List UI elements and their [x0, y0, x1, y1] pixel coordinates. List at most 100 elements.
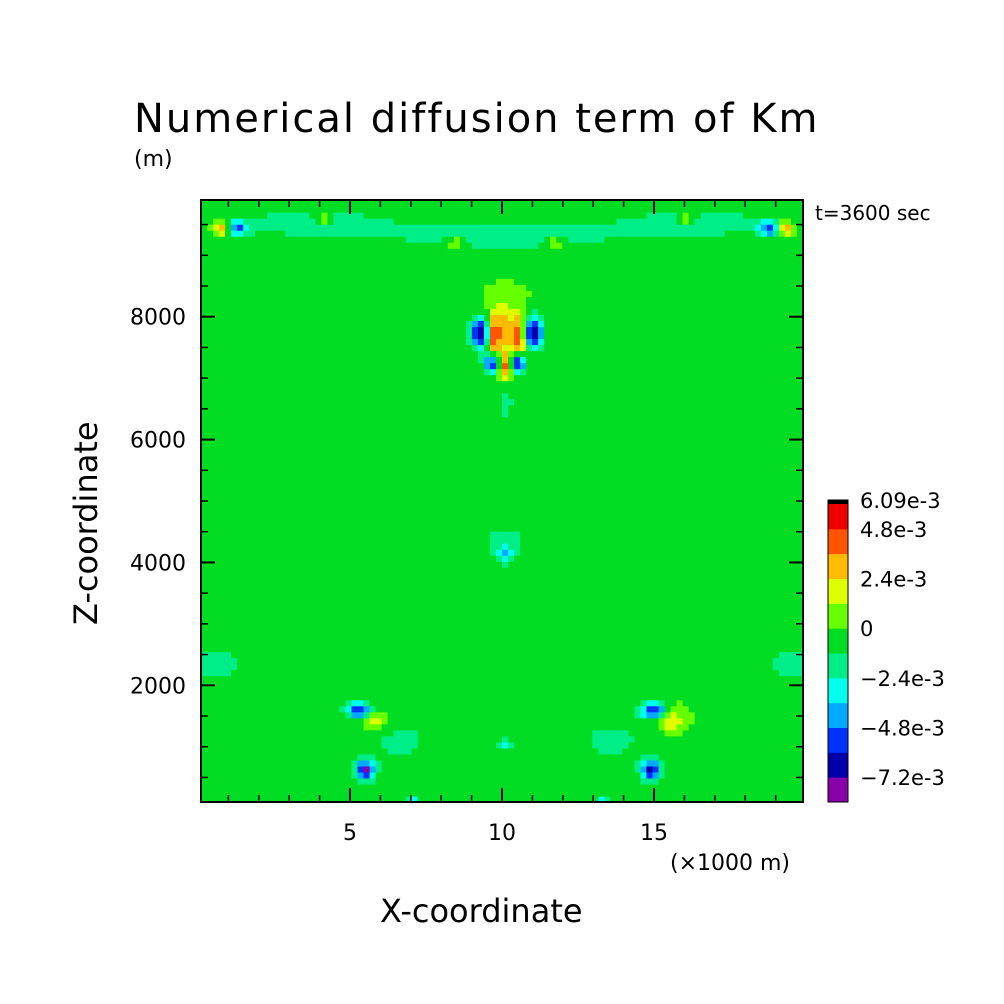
heatmap-cell [273, 735, 280, 743]
heatmap-cell [489, 795, 497, 803]
heatmap-cell [219, 753, 226, 761]
heatmap-cell [706, 501, 714, 508]
heatmap-cell [261, 651, 268, 659]
heatmap-cell [796, 771, 804, 779]
heatmap-cell [459, 765, 467, 773]
heatmap-cell [447, 789, 455, 797]
heatmap-cell [291, 549, 298, 556]
heatmap-cell [754, 663, 762, 671]
heatmap-cell [417, 513, 425, 520]
heatmap-cell [321, 789, 329, 797]
heatmap-cell [598, 519, 605, 526]
heatmap-cell [616, 741, 623, 749]
heatmap-cell [435, 663, 443, 671]
heatmap-cell [459, 579, 467, 586]
heatmap-cell [532, 615, 539, 622]
heatmap-cell [748, 681, 756, 689]
heatmap-cell [423, 777, 431, 785]
heatmap-cell [351, 717, 359, 725]
heatmap-cell [712, 597, 720, 604]
heatmap-cell [568, 543, 575, 550]
heatmap-cell [327, 723, 335, 731]
heatmap-cell [592, 717, 599, 725]
heatmap-cell [453, 687, 461, 695]
heatmap-cell [495, 663, 503, 671]
time-label: t=3600 sec [815, 201, 931, 225]
heatmap-cell [321, 705, 329, 713]
heatmap-cell [550, 789, 557, 797]
heatmap-cell [459, 723, 467, 731]
heatmap-cell [664, 711, 672, 719]
heatmap-cell [255, 627, 262, 635]
heatmap-cell [514, 513, 521, 520]
heatmap-cell [297, 711, 304, 719]
heatmap-cell [357, 579, 365, 586]
heatmap-cell [483, 645, 491, 653]
heatmap-cell [592, 645, 599, 653]
heatmap-cell [477, 717, 485, 725]
heatmap-cell [495, 711, 503, 719]
heatmap-cell [363, 723, 371, 731]
heatmap-cell [520, 723, 527, 731]
heatmap-cell [610, 603, 617, 610]
heatmap-cell [706, 549, 714, 556]
heatmap-cell [243, 699, 250, 707]
heatmap-cell [556, 681, 563, 689]
heatmap-cell [279, 501, 286, 508]
heatmap-cell [568, 675, 575, 683]
heatmap-cell [207, 501, 214, 508]
heatmap-cell [712, 513, 720, 520]
heatmap-cell [688, 531, 696, 538]
heatmap-cell [616, 543, 623, 550]
heatmap-cell [399, 699, 407, 707]
heatmap-cell [604, 723, 611, 731]
heatmap-cell [520, 543, 527, 550]
heatmap-cell [796, 555, 804, 562]
heatmap-cell [381, 741, 389, 749]
heatmap-cell [261, 663, 268, 671]
heatmap-cell [471, 657, 479, 665]
heatmap-cell [580, 525, 587, 532]
heatmap-cell [706, 579, 714, 586]
heatmap-cell [742, 585, 750, 592]
heatmap-cell [586, 555, 593, 562]
heatmap-cell [333, 639, 341, 647]
heatmap-cell [447, 561, 455, 568]
heatmap-cell [544, 519, 551, 526]
heatmap-cell [706, 573, 714, 580]
heatmap-cell [339, 795, 347, 803]
heatmap-cell [616, 687, 623, 695]
heatmap-cell [303, 543, 310, 550]
heatmap-cell [640, 543, 648, 550]
heatmap-cell [628, 633, 636, 641]
heatmap-cell [700, 603, 708, 610]
heatmap-cell [387, 729, 395, 737]
heatmap-cell [712, 663, 720, 671]
heatmap-cell [489, 501, 497, 508]
heatmap-cell [447, 753, 455, 761]
heatmap-cell [489, 681, 497, 689]
heatmap-cell [598, 693, 605, 701]
heatmap-cell [267, 711, 274, 719]
heatmap-cell [213, 669, 220, 677]
heatmap-cell [742, 549, 750, 556]
heatmap-cell [447, 681, 455, 689]
heatmap-cell [616, 585, 623, 592]
heatmap-cell [303, 783, 310, 791]
heatmap-cell [285, 603, 292, 610]
heatmap-cell [514, 795, 521, 803]
heatmap-cell [778, 687, 786, 695]
heatmap-cell [580, 513, 587, 520]
heatmap-cell [640, 627, 648, 635]
heatmap-cell [453, 771, 461, 779]
heatmap-cell [784, 729, 792, 737]
heatmap-cell [520, 681, 527, 689]
heatmap-cell [489, 765, 497, 773]
heatmap-cell [682, 771, 690, 779]
heatmap-cell [477, 705, 485, 713]
heatmap-cell [622, 771, 630, 779]
heatmap-cell [243, 681, 250, 689]
heatmap-cell [423, 579, 431, 586]
heatmap-cell [784, 531, 792, 538]
heatmap-cell [393, 573, 401, 580]
